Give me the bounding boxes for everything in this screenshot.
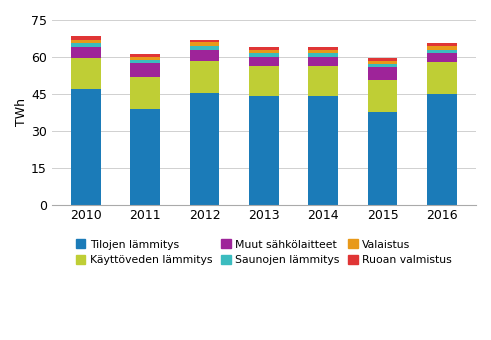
Bar [427, 53, 457, 62]
Bar [308, 57, 338, 66]
Bar [368, 67, 397, 80]
Bar [368, 58, 397, 61]
Bar [368, 64, 397, 67]
Bar [190, 50, 219, 61]
Bar [71, 89, 101, 205]
Bar [368, 112, 397, 205]
Bar [308, 47, 338, 50]
Bar [130, 57, 160, 60]
Bar [71, 36, 101, 40]
Bar [71, 47, 101, 58]
Bar [249, 57, 279, 66]
Legend: Tilojen lämmitys, Käyttöveden lämmitys, Muut sähkölaitteet, Saunojen lämmitys, V: Tilojen lämmitys, Käyttöveden lämmitys, … [76, 239, 452, 265]
Bar [249, 50, 279, 53]
Bar [190, 61, 219, 92]
Bar [308, 96, 338, 205]
Bar [427, 46, 457, 50]
Bar [249, 53, 279, 57]
Bar [427, 44, 457, 46]
Bar [249, 47, 279, 50]
Bar [308, 53, 338, 57]
Bar [71, 44, 101, 47]
Bar [368, 61, 397, 64]
Bar [308, 66, 338, 96]
Bar [308, 50, 338, 53]
Y-axis label: TWh: TWh [15, 98, 28, 126]
Bar [427, 94, 457, 205]
Bar [368, 80, 397, 112]
Bar [71, 58, 101, 89]
Bar [427, 50, 457, 53]
Bar [190, 92, 219, 205]
Bar [130, 108, 160, 205]
Bar [130, 60, 160, 63]
Bar [249, 96, 279, 205]
Bar [71, 40, 101, 44]
Bar [190, 40, 219, 42]
Bar [130, 54, 160, 57]
Bar [190, 42, 219, 46]
Bar [427, 62, 457, 94]
Bar [190, 46, 219, 50]
Bar [130, 63, 160, 76]
Bar [130, 76, 160, 108]
Bar [249, 66, 279, 96]
